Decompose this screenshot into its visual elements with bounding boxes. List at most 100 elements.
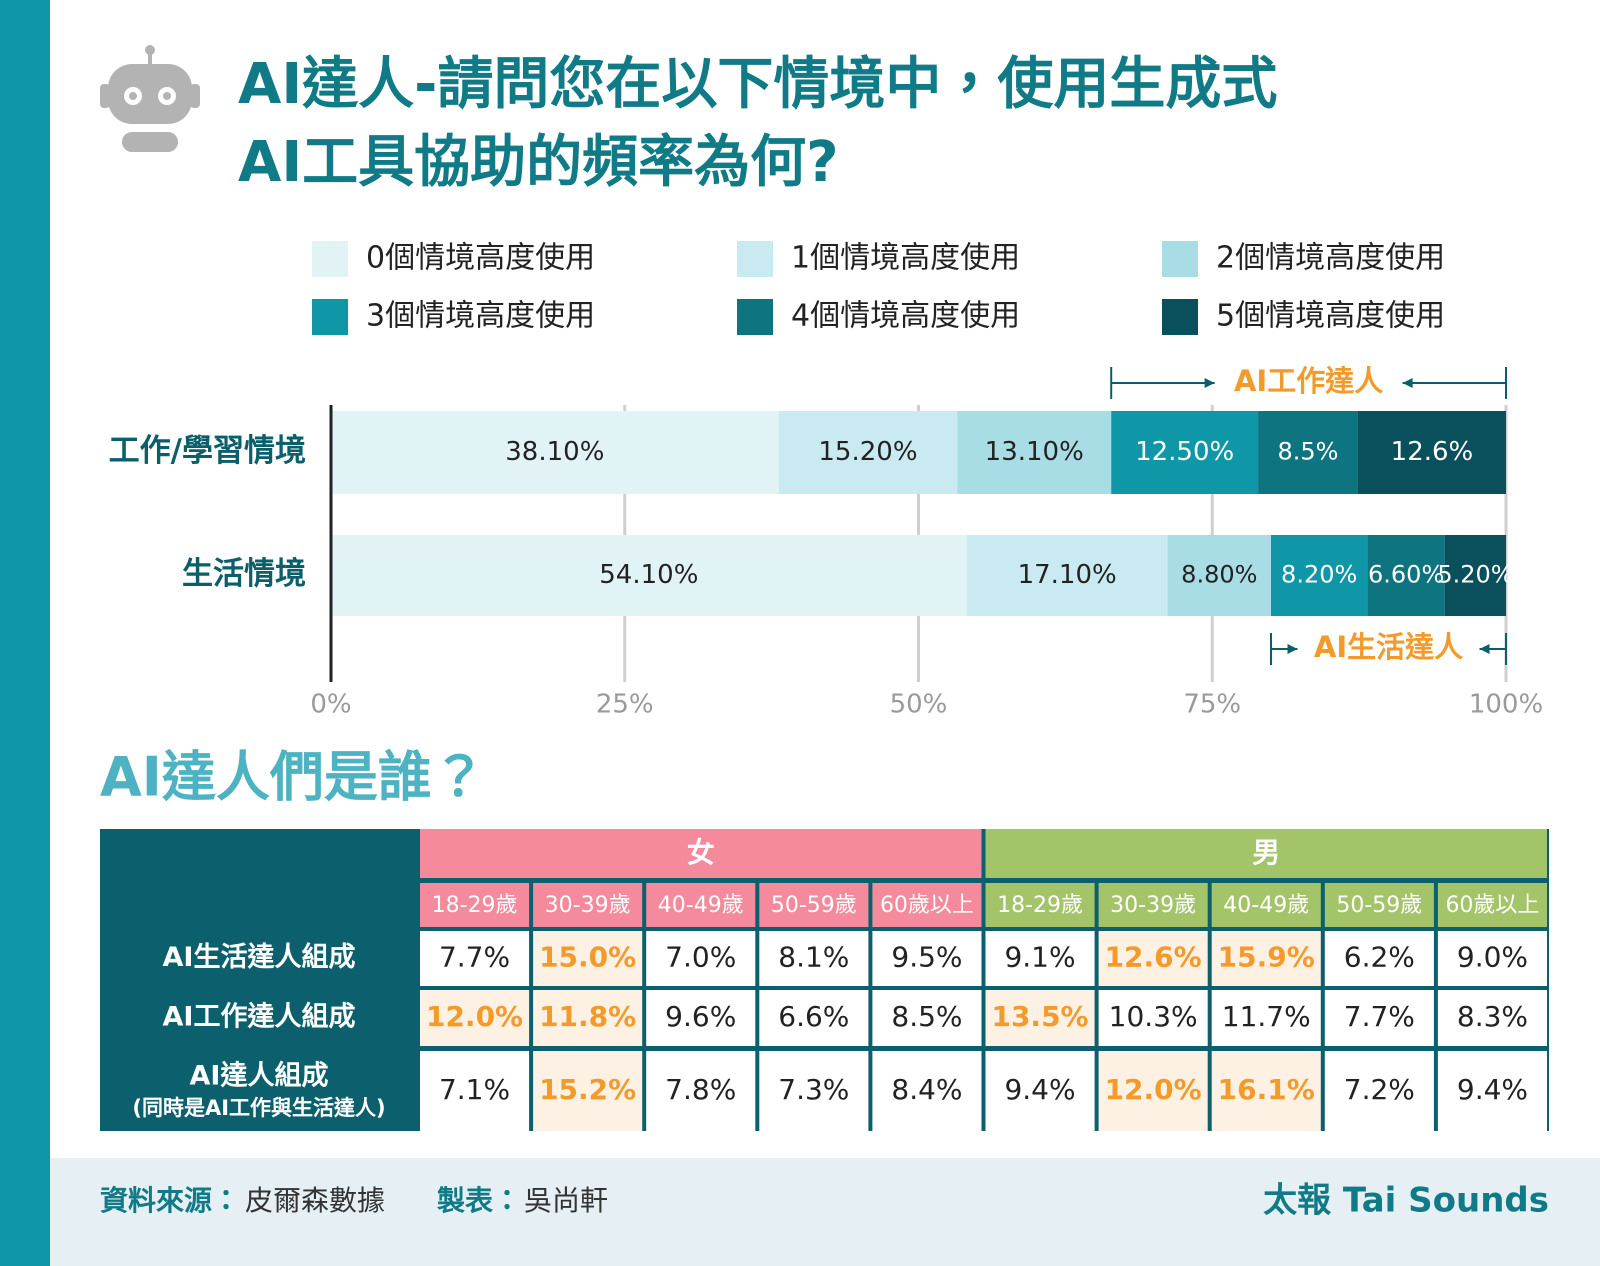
robot-icon (100, 45, 200, 152)
column-header (1324, 883, 1434, 927)
table-cell (985, 990, 1095, 1046)
bar-segment (957, 411, 1112, 494)
table-cell (646, 990, 756, 1046)
x-tick-label: 100% (1469, 690, 1543, 720)
value-label: 6.60% (1368, 561, 1444, 589)
row-label: AI工作達人組成 (163, 1001, 356, 1033)
group-label: 女 (687, 836, 715, 869)
column-header (420, 883, 530, 927)
column-label: 60歲以上 (880, 893, 974, 918)
column-header (985, 883, 1095, 927)
bar-segment (966, 535, 1168, 616)
table-cell (1098, 990, 1208, 1046)
cell-value: 12.0% (426, 1000, 523, 1033)
table-cell (420, 990, 530, 1046)
footer-band (50, 1158, 1600, 1266)
bar-segment (1271, 535, 1368, 616)
chart-title: AI工具協助的頻率為何? (238, 130, 839, 195)
cell-value: 7.7% (439, 941, 510, 974)
table-cell (759, 990, 869, 1046)
cell-value: 7.0% (665, 941, 736, 974)
value-label: 12.6% (1391, 437, 1474, 467)
annotation: AI工作達人 (1234, 364, 1383, 398)
cell-value: 8.1% (778, 941, 849, 974)
author-label: 製表： (437, 1184, 521, 1217)
legend-swatch (737, 241, 773, 277)
legend-swatch (312, 299, 348, 335)
table-cell (420, 931, 530, 986)
column-header (1211, 883, 1321, 927)
value-label: 17.10% (1018, 560, 1117, 590)
brand: 太報 Tai Sounds (1263, 1181, 1549, 1221)
bracket-arrow (1402, 378, 1413, 388)
table-cell (985, 931, 1095, 986)
bar-segment (778, 411, 958, 494)
column-header (1437, 883, 1547, 927)
column-label: 30-39歲 (1110, 893, 1196, 918)
column-header (646, 883, 756, 927)
legend-label: 5個情境高度使用 (1216, 299, 1445, 334)
cell-value: 15.9% (1218, 941, 1315, 974)
column-label: 50-59歲 (1336, 893, 1422, 918)
value-label: 8.5% (1278, 438, 1339, 466)
group-header (420, 829, 982, 878)
bar-segment (1357, 411, 1506, 494)
column-label: 40-49歲 (658, 893, 744, 918)
table-cell (872, 990, 982, 1046)
cell-value: 9.6% (665, 1000, 736, 1033)
column-header (759, 883, 869, 927)
column-header (1098, 883, 1208, 927)
cell-value: 8.4% (891, 1073, 962, 1106)
bar-segment (1167, 535, 1271, 616)
row-label: AI達人組成 (190, 1060, 329, 1092)
value-label: 8.80% (1181, 561, 1257, 589)
legend-swatch (1162, 299, 1198, 335)
cell-value: 7.3% (778, 1073, 849, 1106)
cell-value: 15.2% (539, 1073, 636, 1106)
group-label: 男 (1252, 836, 1280, 869)
table-cell (759, 1051, 869, 1131)
row-note: (同時是AI工作與生活達人) (132, 1096, 385, 1120)
bar-segment (1444, 535, 1506, 616)
table-cell (1098, 1051, 1208, 1131)
column-label: 30-39歲 (545, 893, 631, 918)
table-cell (1211, 990, 1321, 1046)
cell-value: 8.3% (1457, 1000, 1528, 1033)
x-tick-label: 75% (1183, 690, 1241, 720)
table-cell (1437, 931, 1547, 986)
legend-label: 3個情境高度使用 (366, 299, 595, 334)
y-tick-label: 生活情境 (182, 556, 306, 592)
cell-value: 7.2% (1344, 1073, 1415, 1106)
bar-segment (1367, 535, 1445, 616)
y-tick-label: 工作/學習情境 (109, 433, 306, 469)
value-label: 54.10% (599, 560, 698, 590)
table-cell (872, 1051, 982, 1131)
bar-segment (331, 535, 967, 616)
cell-value: 9.4% (1004, 1073, 1075, 1106)
cell-value: 11.7% (1222, 1000, 1311, 1033)
annotation: AI生活達人 (1314, 630, 1463, 664)
row-label: AI生活達人組成 (163, 941, 356, 973)
legend-swatch (312, 241, 348, 277)
bar-segment (331, 411, 779, 494)
value-label: 38.10% (505, 437, 604, 467)
cell-value: 6.2% (1344, 941, 1415, 974)
cell-value: 13.5% (991, 1000, 1088, 1033)
table-cell (533, 931, 643, 986)
table-cell (985, 1051, 1095, 1131)
x-tick-label: 50% (890, 690, 948, 720)
cell-value: 11.8% (539, 1000, 636, 1033)
author: 吳尚軒 (524, 1184, 608, 1217)
x-tick-label: 0% (310, 690, 351, 720)
value-label: 15.20% (818, 437, 917, 467)
side-stripe (0, 0, 50, 1266)
table-cell (1437, 990, 1547, 1046)
table-cell (646, 1051, 756, 1131)
table-cell (1211, 931, 1321, 986)
legend-swatch (1162, 241, 1198, 277)
cell-value: 9.4% (1457, 1073, 1528, 1106)
column-label: 18-29歲 (997, 893, 1083, 918)
table-cell (1211, 1051, 1321, 1131)
